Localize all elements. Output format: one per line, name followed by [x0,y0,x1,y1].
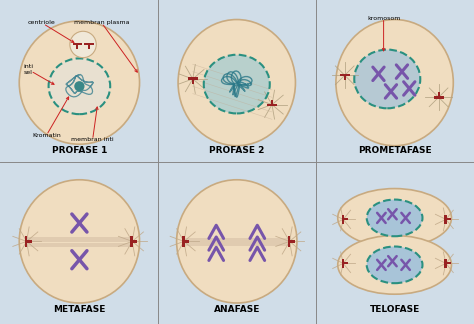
Ellipse shape [204,55,270,113]
Text: membran inti: membran inti [71,107,114,142]
Bar [271,100,273,104]
Bar [73,43,82,45]
Text: Kromatin: Kromatin [32,97,69,138]
Ellipse shape [19,21,139,144]
Text: PROFASE 1: PROFASE 1 [52,146,107,155]
Bar [191,80,194,84]
Ellipse shape [338,189,451,247]
Bar [445,259,447,268]
Text: kromosom: kromosom [367,16,400,51]
Bar [445,215,447,224]
Bar [27,240,32,243]
Circle shape [74,81,84,91]
Bar [344,76,346,80]
Ellipse shape [49,58,110,114]
Text: centriole: centriole [27,20,74,42]
Text: METAFASE: METAFASE [53,305,106,314]
Bar [185,240,189,243]
Ellipse shape [367,200,422,236]
Ellipse shape [367,247,422,283]
Bar [267,104,277,106]
Bar [25,236,27,247]
Bar [340,74,350,76]
Ellipse shape [354,50,420,108]
Bar [342,215,344,224]
Text: membran plasma: membran plasma [73,20,137,72]
Text: ANAFASE: ANAFASE [214,305,260,314]
Text: inti
sel: inti sel [23,64,54,84]
Bar [182,236,185,247]
Bar [130,236,133,247]
Text: PROMETAFASE: PROMETAFASE [358,146,431,155]
Bar [76,45,78,49]
Bar [342,259,344,268]
Ellipse shape [336,19,453,146]
Bar [88,45,90,49]
Circle shape [70,31,96,58]
Ellipse shape [177,180,297,303]
Text: PROFASE 2: PROFASE 2 [209,146,264,155]
Bar [133,240,137,243]
Bar [438,92,440,97]
Ellipse shape [178,19,295,146]
Bar [447,262,451,264]
Text: TELOFASE: TELOFASE [369,305,420,314]
Bar [344,218,348,220]
Bar [344,262,348,264]
Bar [434,97,444,99]
Ellipse shape [19,180,139,303]
Bar [84,43,93,45]
Ellipse shape [338,236,451,294]
Bar [447,218,451,220]
Bar [291,240,295,243]
Bar [188,77,198,80]
Bar [288,236,291,247]
